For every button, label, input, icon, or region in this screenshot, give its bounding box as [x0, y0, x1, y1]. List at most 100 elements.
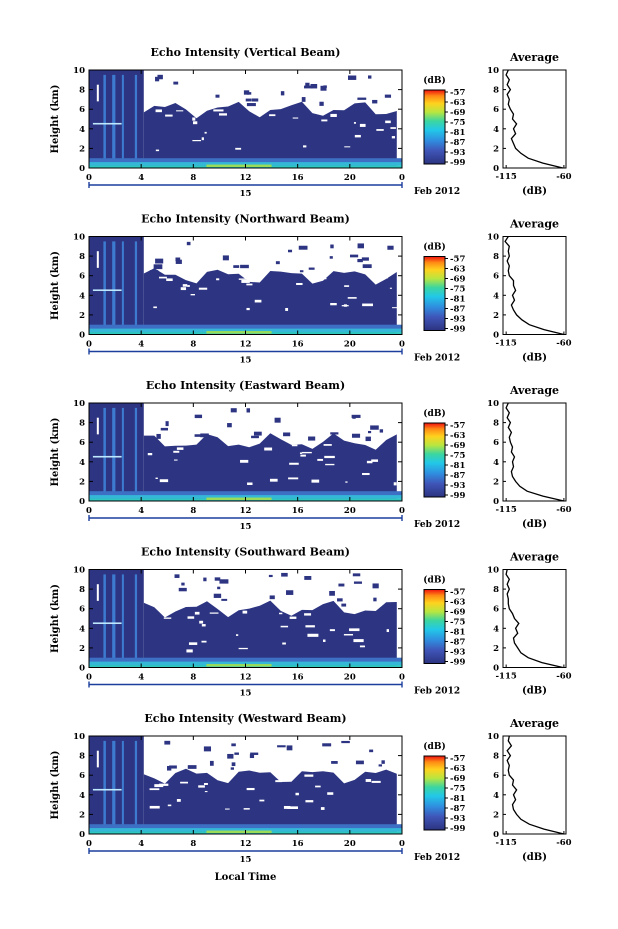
echo-gap — [213, 109, 224, 112]
average-y-tick-label: 10 — [487, 66, 499, 76]
echo-speck — [243, 90, 250, 95]
echo-gap — [159, 783, 169, 786]
surface-layer — [206, 830, 272, 834]
colorbar-tick-label: -75 — [450, 618, 465, 628]
boundary-layer — [89, 324, 402, 333]
echo-speck — [167, 765, 172, 771]
echo-gap — [289, 616, 297, 619]
echo-gap — [285, 307, 289, 311]
echo-column — [103, 241, 106, 329]
echo-gap — [362, 472, 370, 476]
echo-column — [121, 241, 124, 329]
echo-speck — [230, 408, 237, 413]
echo-speck — [372, 99, 378, 104]
colorbar — [423, 256, 446, 331]
echo-speck — [240, 264, 249, 269]
echo-speck — [249, 754, 255, 759]
echo-speck — [231, 762, 236, 767]
echo-gap — [155, 477, 158, 479]
echo-speck — [351, 433, 361, 438]
echo-gap — [304, 774, 314, 777]
x-tick-label: 0 — [86, 673, 92, 683]
echo-speck — [304, 575, 312, 580]
echo-column — [112, 740, 116, 829]
echo-gap — [149, 805, 160, 809]
echo-speck — [283, 432, 291, 437]
echo-gap — [349, 628, 360, 632]
echo-gap — [153, 306, 157, 309]
y-tick-label: 2 — [79, 644, 85, 654]
date-day-label: 15 — [240, 356, 252, 366]
echo-speck — [337, 598, 343, 602]
y-axis-label: Height (km) — [50, 251, 61, 320]
colorbar-tick-label: -81 — [450, 128, 465, 138]
echo-speck — [233, 265, 240, 268]
echo-gap — [315, 785, 321, 788]
echo-gap — [187, 616, 195, 619]
echo-column — [112, 574, 116, 662]
y-tick-label: 4 — [79, 624, 85, 634]
average-x-tick-label: -60 — [556, 339, 571, 349]
y-tick-label: 6 — [79, 605, 85, 615]
x-tick-label: 20 — [344, 173, 356, 183]
echo-speck — [213, 593, 222, 598]
average-y-tick-label: 4 — [493, 125, 499, 135]
echo-gap — [289, 462, 299, 465]
echo-speck — [351, 414, 361, 418]
echo-speck — [381, 760, 385, 764]
echo-speck — [174, 574, 180, 578]
echo-speck — [298, 245, 308, 250]
date-month-label: Feb 2012 — [414, 354, 460, 364]
date-day-label: 15 — [240, 522, 252, 532]
average-y-tick-label: 0 — [493, 497, 499, 507]
heatmap-field — [89, 70, 402, 168]
boundary-layer — [89, 828, 402, 832]
y-tick-label: 8 — [79, 86, 85, 96]
echo-speck — [178, 587, 187, 592]
y-tick-label: 8 — [79, 752, 85, 762]
echo-column — [112, 74, 116, 163]
average-y-tick-label: 6 — [493, 438, 499, 448]
echo-speck — [329, 256, 333, 259]
echo-gap — [292, 117, 299, 119]
echo-speck — [352, 573, 361, 577]
echo-gap — [173, 459, 178, 461]
echo-column — [134, 407, 138, 496]
x-tick-label: 0 — [86, 173, 92, 183]
echo-column — [134, 740, 138, 829]
echo-column — [103, 74, 106, 163]
x-tick-label: 4 — [138, 839, 144, 849]
average-title: Average — [509, 384, 559, 397]
echo-speck — [246, 408, 251, 413]
echo-gap — [180, 781, 189, 784]
echo-speck — [369, 749, 374, 753]
y-axis-label: Height (km) — [50, 584, 61, 653]
echo-gap — [354, 134, 361, 138]
y-axis-label: Height (km) — [50, 85, 61, 154]
echo-column — [134, 74, 138, 163]
echo-gap — [303, 145, 307, 148]
echo-gap — [198, 785, 205, 788]
y-tick-label: 8 — [79, 419, 85, 429]
echo-speck — [250, 752, 259, 755]
colorbar-tick-label: -63 — [450, 98, 465, 108]
echo-gap — [209, 612, 219, 614]
date-day-label: 15 — [240, 855, 252, 865]
average-x-tick-label: -60 — [556, 838, 571, 848]
echo-gap — [238, 278, 248, 280]
echo-column — [112, 407, 116, 496]
average-profile-line — [506, 735, 565, 835]
echo-gap — [190, 293, 195, 296]
echo-gap — [235, 634, 239, 636]
colorbar-unit: (dB) — [423, 75, 445, 86]
echo-speck — [308, 436, 316, 441]
y-tick-label: 10 — [73, 566, 85, 576]
date-month-label: Feb 2012 — [414, 520, 460, 530]
echo-gap — [186, 649, 193, 653]
echo-gap — [235, 147, 242, 150]
y-tick-label: 0 — [79, 164, 85, 174]
echo-speck — [227, 423, 232, 428]
echo-speck — [287, 249, 293, 253]
echo-speck — [331, 761, 338, 764]
heatmap-field — [89, 736, 402, 834]
